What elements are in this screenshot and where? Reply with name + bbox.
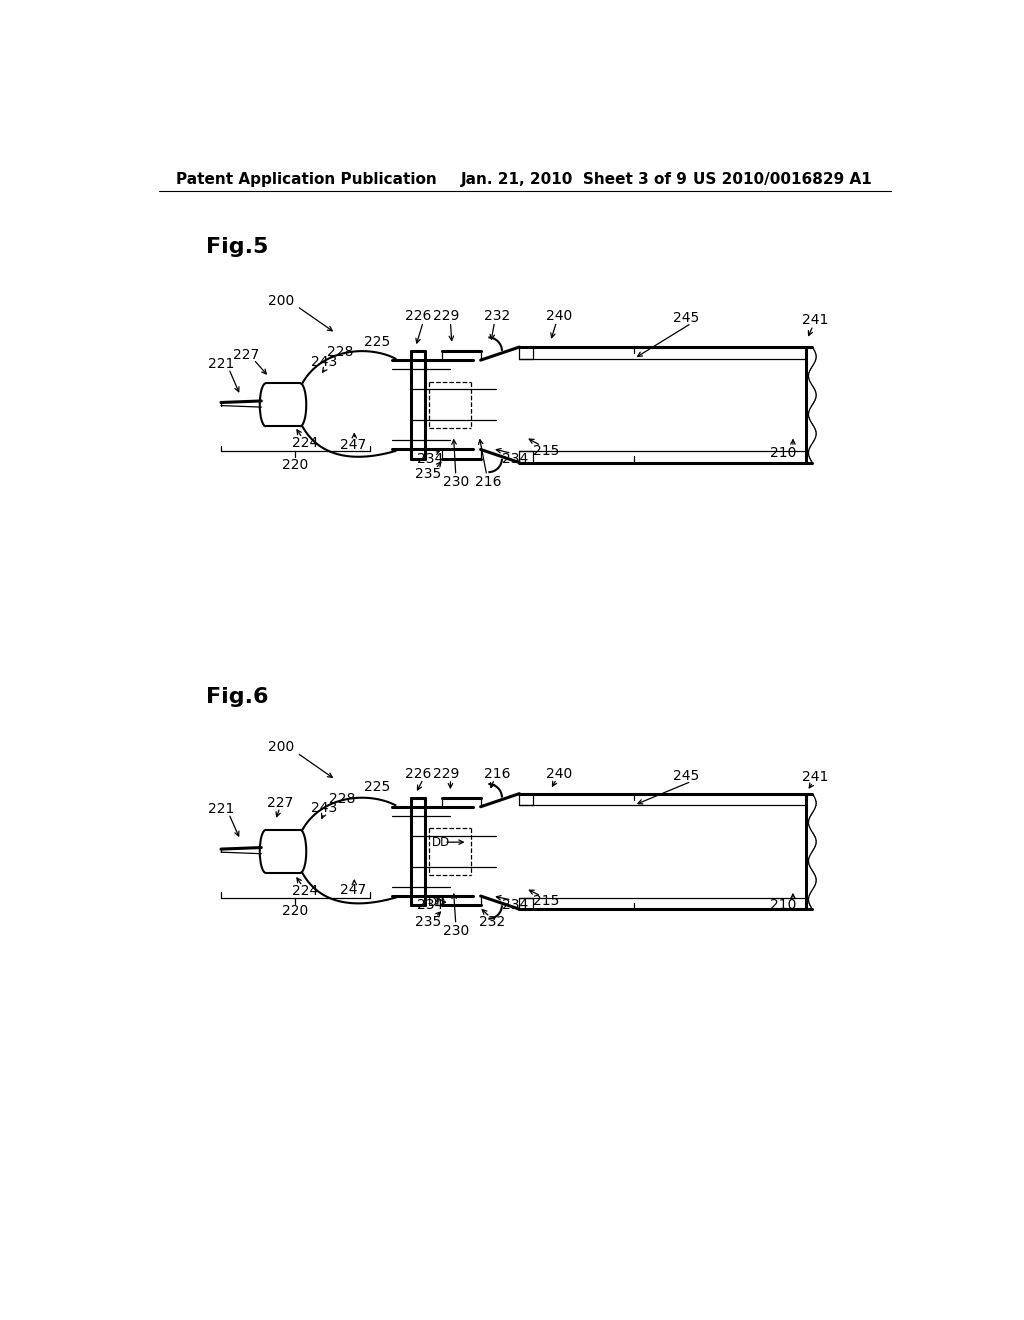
Text: 241: 241 xyxy=(802,771,828,784)
Text: 210: 210 xyxy=(770,446,796,459)
Text: 200: 200 xyxy=(268,741,295,755)
Text: 232: 232 xyxy=(483,309,510,323)
Text: 235: 235 xyxy=(415,915,441,929)
Text: DD: DD xyxy=(432,836,451,849)
Text: 247: 247 xyxy=(340,883,366,896)
Text: 226: 226 xyxy=(404,309,431,323)
Text: 234: 234 xyxy=(417,899,443,912)
Text: 230: 230 xyxy=(442,475,469,488)
Text: 240: 240 xyxy=(546,767,572,781)
Text: 229: 229 xyxy=(432,767,459,781)
Text: DD: DD xyxy=(428,896,446,908)
Text: 210: 210 xyxy=(770,899,796,912)
Text: 229: 229 xyxy=(432,309,459,323)
Text: 232: 232 xyxy=(479,915,506,929)
Text: 224: 224 xyxy=(292,437,317,450)
Text: 230: 230 xyxy=(442,924,469,939)
Text: 220: 220 xyxy=(283,458,308,471)
Text: 226: 226 xyxy=(404,767,431,781)
Text: 247: 247 xyxy=(340,438,366,451)
Text: 216: 216 xyxy=(483,767,510,781)
Text: 200: 200 xyxy=(268,294,295,308)
Text: Fig.5: Fig.5 xyxy=(206,238,268,257)
Text: 245: 245 xyxy=(673,310,699,325)
Text: 245: 245 xyxy=(673,770,699,783)
Text: 227: 227 xyxy=(267,796,293,810)
Text: 227: 227 xyxy=(232,347,259,362)
Text: Jan. 21, 2010  Sheet 3 of 9: Jan. 21, 2010 Sheet 3 of 9 xyxy=(461,172,688,186)
Text: 241: 241 xyxy=(802,313,828,327)
Text: 221: 221 xyxy=(208,803,234,816)
Text: 215: 215 xyxy=(534,895,560,908)
Text: 243: 243 xyxy=(311,801,337,816)
Text: Fig.6: Fig.6 xyxy=(206,688,268,708)
Text: 234: 234 xyxy=(417,451,443,466)
Text: 240: 240 xyxy=(546,309,572,323)
Text: 234: 234 xyxy=(503,451,528,466)
Text: 216: 216 xyxy=(475,475,502,488)
Text: 235: 235 xyxy=(415,467,441,480)
Text: 220: 220 xyxy=(283,904,308,919)
Text: 224: 224 xyxy=(292,884,317,899)
Text: 228: 228 xyxy=(330,792,356,807)
Text: 221: 221 xyxy=(208,356,234,371)
Text: 228: 228 xyxy=(327,346,353,359)
Text: 225: 225 xyxy=(365,780,391,795)
Text: 215: 215 xyxy=(534,444,560,458)
Text: 225: 225 xyxy=(365,335,391,348)
Text: US 2010/0016829 A1: US 2010/0016829 A1 xyxy=(693,172,872,186)
Text: 243: 243 xyxy=(311,355,337,370)
Text: 234: 234 xyxy=(503,899,528,912)
Text: Patent Application Publication: Patent Application Publication xyxy=(176,172,437,186)
